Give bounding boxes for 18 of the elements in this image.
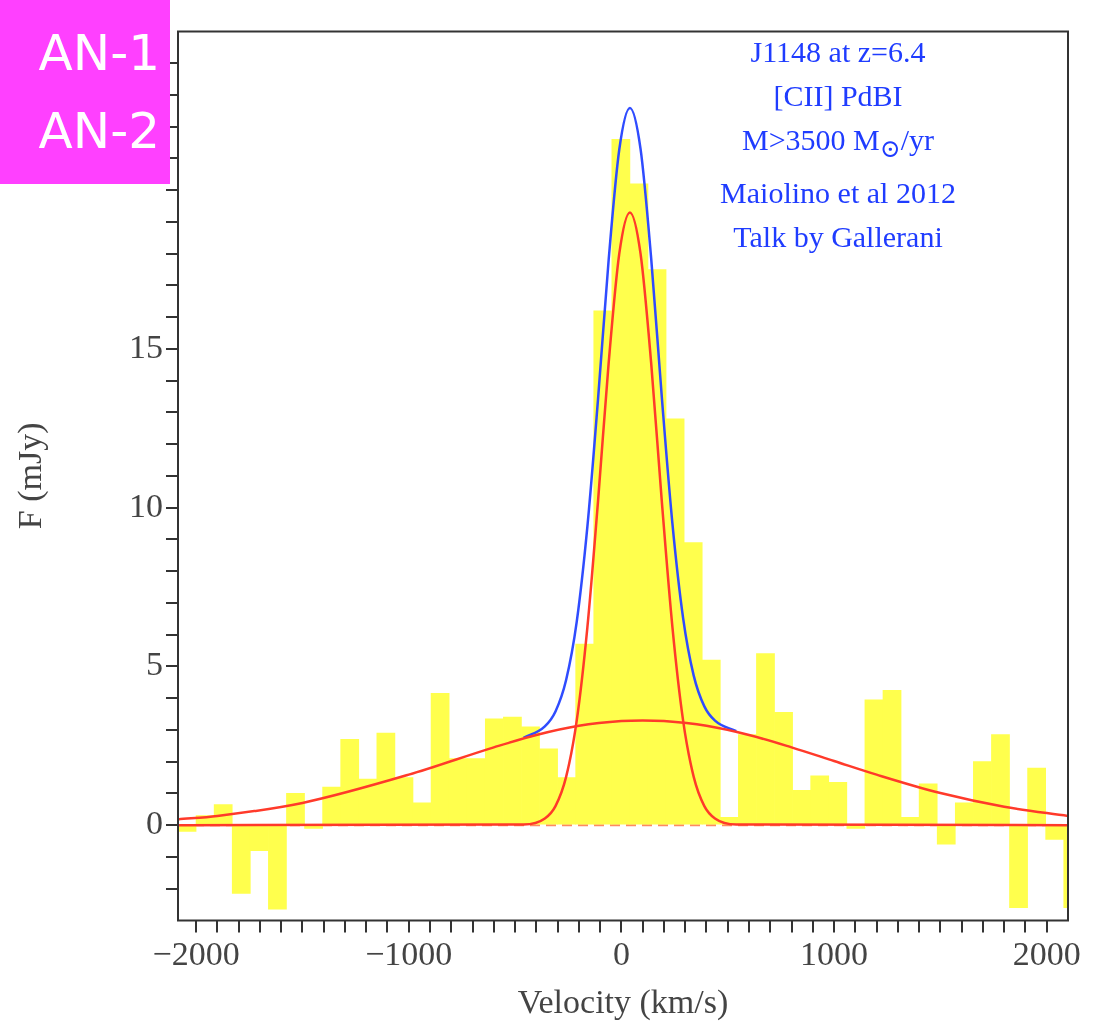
y-tick-label: 0 — [146, 804, 163, 842]
annotation: Maiolino et al 2012 — [719, 175, 957, 211]
x-tick-label: −1000 — [365, 934, 453, 972]
y-tick-label: 15 — [129, 327, 163, 365]
x-tick-label: −2000 — [152, 934, 240, 972]
text: AN-1 — [37, 23, 160, 84]
x-tick-label: 2000 — [1012, 934, 1081, 972]
x-axis-title: Velocity (km/s) — [517, 982, 729, 1021]
y-axis-title: F (mJy) — [11, 422, 50, 530]
y-tick-label: 5 — [146, 645, 163, 683]
x-tick-label: 0 — [612, 934, 630, 972]
annotation: J1148 at z=6.4 — [749, 34, 927, 70]
x-tick-label: 1000 — [800, 934, 869, 972]
annotation: Talk by Gallerani — [732, 219, 944, 255]
y-tick-label: 10 — [129, 486, 163, 524]
annotation: [CII] PdBI — [772, 78, 904, 114]
text: AN-2 — [37, 101, 160, 162]
annotation: M>3500 M$_{⊙}$/yr — [740, 122, 936, 164]
